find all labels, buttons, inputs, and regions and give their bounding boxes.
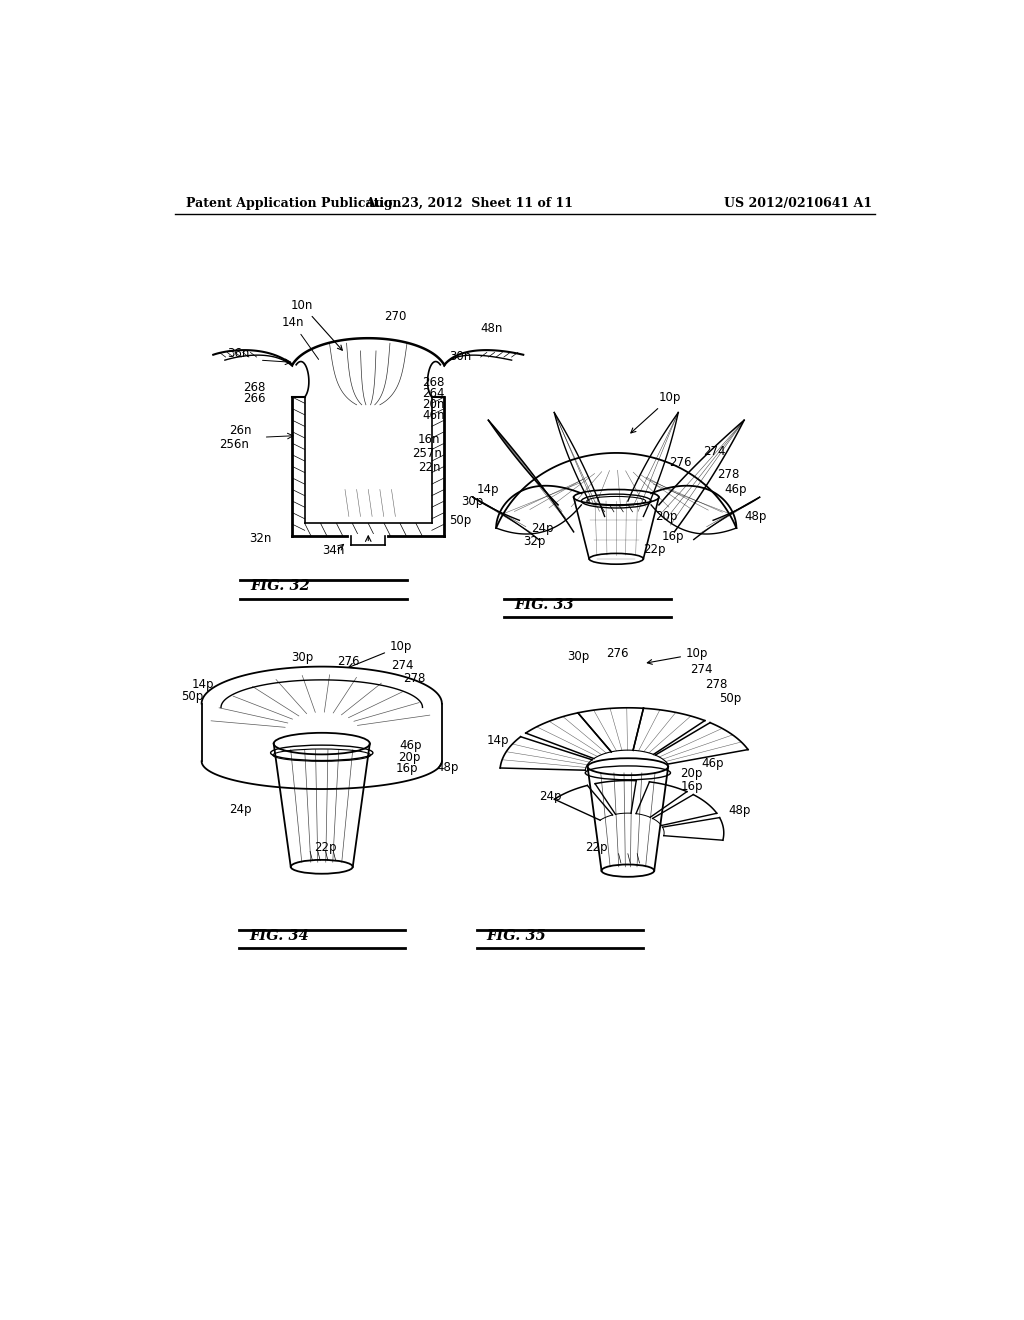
- Text: FIG. 35: FIG. 35: [486, 929, 547, 942]
- Text: 278: 278: [706, 678, 728, 692]
- Text: 20p: 20p: [681, 767, 702, 780]
- Text: 16p: 16p: [681, 780, 703, 793]
- Text: FIG. 32: FIG. 32: [251, 579, 310, 594]
- Text: 24p: 24p: [228, 803, 251, 816]
- Text: 276: 276: [669, 457, 691, 470]
- Text: 24p: 24p: [539, 789, 561, 803]
- Text: 26n: 26n: [228, 424, 251, 437]
- Text: 10n: 10n: [291, 298, 342, 350]
- Text: 274: 274: [391, 659, 414, 672]
- Text: 46p: 46p: [725, 483, 748, 496]
- Text: 276: 276: [606, 647, 629, 660]
- Text: 274: 274: [703, 445, 726, 458]
- Text: 30p: 30p: [291, 651, 313, 664]
- Text: 266: 266: [243, 392, 265, 405]
- Text: 48p: 48p: [436, 762, 459, 775]
- Text: 22p: 22p: [314, 841, 337, 854]
- Text: 270: 270: [384, 310, 407, 323]
- Text: 274: 274: [690, 663, 713, 676]
- Text: Patent Application Publication: Patent Application Publication: [186, 197, 401, 210]
- Text: 264: 264: [423, 387, 445, 400]
- Text: 16p: 16p: [662, 529, 684, 543]
- Text: 46p: 46p: [701, 756, 724, 770]
- Text: 32p: 32p: [523, 535, 546, 548]
- Text: 268: 268: [243, 381, 265, 393]
- Text: 22n: 22n: [418, 461, 440, 474]
- Text: 268: 268: [423, 376, 444, 389]
- Text: 16n: 16n: [418, 433, 440, 446]
- Text: 30p: 30p: [461, 495, 483, 508]
- Text: 14n: 14n: [282, 317, 318, 359]
- Text: 48p: 48p: [744, 511, 767, 523]
- Text: 20n: 20n: [423, 397, 444, 411]
- Text: US 2012/0210641 A1: US 2012/0210641 A1: [724, 197, 872, 210]
- Text: 34n: 34n: [322, 544, 344, 557]
- Text: 20p: 20p: [655, 511, 677, 523]
- Text: 22p: 22p: [586, 841, 608, 854]
- Text: 14p: 14p: [486, 734, 509, 747]
- Text: 14p: 14p: [191, 678, 214, 692]
- Text: 48p: 48p: [729, 804, 751, 817]
- Text: 46p: 46p: [399, 739, 422, 752]
- Text: 10p: 10p: [647, 647, 709, 664]
- Text: 48n: 48n: [480, 322, 503, 335]
- Text: 30n: 30n: [450, 350, 472, 363]
- Text: 257n: 257n: [412, 447, 441, 461]
- Text: 276: 276: [337, 655, 359, 668]
- Text: FIG. 33: FIG. 33: [514, 598, 573, 612]
- Text: 14p: 14p: [477, 483, 500, 496]
- Text: 278: 278: [403, 672, 426, 685]
- Text: 32n: 32n: [249, 532, 271, 545]
- Text: 50p: 50p: [180, 690, 203, 702]
- Text: 16p: 16p: [395, 762, 418, 775]
- Text: 50p: 50p: [450, 515, 472, 527]
- Text: 20p: 20p: [397, 751, 420, 763]
- Text: 278: 278: [717, 469, 739, 480]
- Text: 22p: 22p: [643, 543, 666, 556]
- Text: FIG. 34: FIG. 34: [249, 929, 308, 942]
- Text: 46n: 46n: [423, 409, 445, 421]
- Text: 10p: 10p: [631, 391, 681, 433]
- Text: 50p: 50p: [719, 692, 741, 705]
- Text: 36n: 36n: [227, 347, 250, 360]
- Text: 256n: 256n: [219, 438, 249, 451]
- Text: Aug. 23, 2012  Sheet 11 of 11: Aug. 23, 2012 Sheet 11 of 11: [365, 197, 573, 210]
- Text: 30p: 30p: [567, 649, 590, 663]
- Text: 24p: 24p: [531, 521, 554, 535]
- Text: 10p: 10p: [349, 640, 413, 668]
